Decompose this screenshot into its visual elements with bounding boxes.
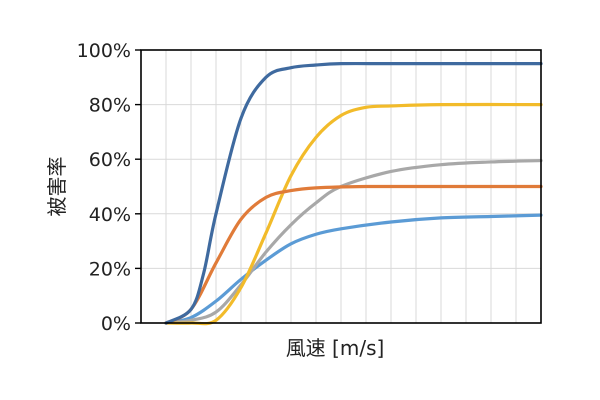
y-tick-label: 0%: [101, 313, 131, 335]
y-tick-label: 100%: [77, 40, 131, 62]
series-layer: [164, 61, 543, 326]
y-tick-label: 20%: [89, 258, 131, 280]
series-line-2: [164, 184, 543, 325]
y-tick-label: 80%: [89, 95, 131, 117]
series-line-5: [164, 213, 543, 325]
y-axis-title: 被害率: [45, 157, 69, 217]
series-line-3: [164, 102, 543, 326]
series-line-4: [164, 158, 543, 325]
y-tick-label: 40%: [89, 204, 131, 226]
y-tick-label: 60%: [89, 149, 131, 171]
plot-frame: [140, 49, 542, 324]
series-line-1: [164, 61, 543, 325]
x-axis-title: 風速 [m/s]: [286, 336, 385, 360]
y-axis: 0% 20% 40% 60% 80% 100%: [77, 40, 141, 335]
